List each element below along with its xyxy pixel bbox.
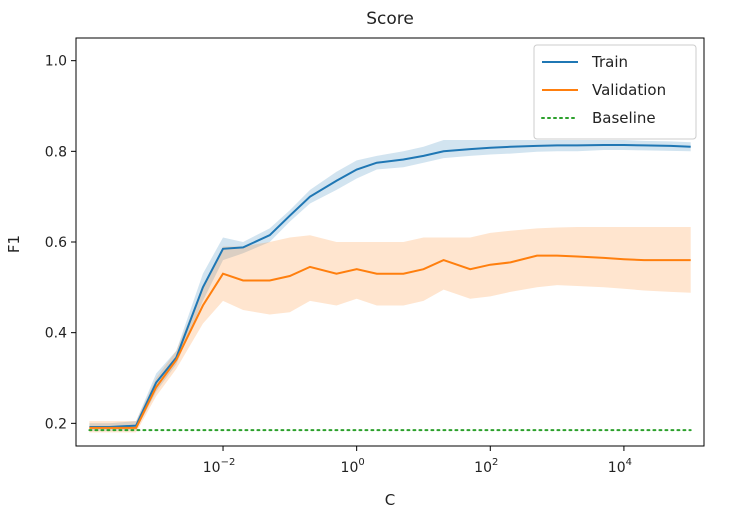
legend-label-baseline: Baseline	[592, 109, 656, 127]
legend-label-train: Train	[591, 53, 628, 71]
x-tick-label: 100	[341, 457, 365, 476]
validation-line	[89, 254, 691, 429]
legend: Train Validation Baseline	[533, 44, 697, 140]
y-tick-label: 0.2	[45, 416, 67, 432]
x-tick-label: 104	[608, 457, 632, 476]
x-axis-ticks: 10−2 100 102 104	[203, 446, 632, 476]
x-tick-label: 102	[474, 457, 498, 476]
series-lines	[88, 144, 692, 432]
y-axis-label: F1	[5, 235, 23, 253]
x-axis-label: C	[385, 491, 395, 509]
y-tick-label: 1.0	[45, 54, 67, 70]
chart-title: Score	[366, 9, 414, 29]
legend-box	[533, 44, 697, 140]
plot-frame	[75, 37, 705, 447]
x-tick-label: 10−2	[203, 457, 236, 476]
y-tick-label: 0.6	[45, 235, 67, 251]
legend-label-validation: Validation	[592, 81, 666, 99]
y-tick-label: 0.4	[45, 326, 67, 342]
confidence-bands	[89, 140, 691, 433]
y-tick-label: 0.8	[45, 144, 67, 160]
train-line	[89, 144, 691, 428]
y-axis-ticks: 0.2 0.4 0.6 0.8 1.0	[45, 54, 76, 432]
